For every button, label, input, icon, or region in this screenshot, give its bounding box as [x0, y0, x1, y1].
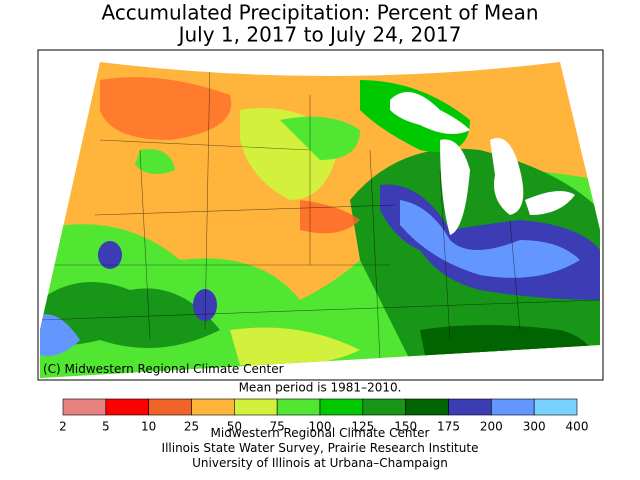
legend-swatch	[491, 398, 535, 416]
map: (C) Midwestern Regional Climate Center	[37, 49, 604, 381]
legend-tick-label: 2	[59, 420, 67, 434]
subtitle: July 1, 2017 to July 24, 2017	[177, 23, 462, 47]
legend-swatch	[148, 398, 192, 416]
legend-tick-label: 25	[184, 420, 199, 434]
precip-field	[40, 62, 600, 378]
legend-swatch	[319, 398, 364, 416]
legend-swatch	[191, 398, 235, 416]
legend-swatch	[362, 398, 406, 416]
legend-swatch	[533, 398, 578, 416]
map-credit: (C) Midwestern Regional Climate Center	[43, 362, 284, 376]
legend-tick-label: 100	[309, 420, 332, 434]
footer-line: Midwestern Regional Climate Center	[211, 426, 430, 440]
legend-swatch	[62, 398, 107, 416]
legend-swatch	[276, 398, 321, 416]
footer-line: University of Illinois at Urbana–Champai…	[192, 456, 448, 470]
legend: 2 5 10 25 50 75 100 125 150 175 200 300 400	[59, 398, 589, 434]
legend-tick-label: 10	[141, 420, 156, 434]
legend-tick-label: 125	[351, 420, 374, 434]
legend-swatch	[405, 398, 449, 416]
legend-tick-label: 5	[102, 420, 110, 434]
legend-tick-label: 400	[566, 420, 589, 434]
footer-line: Illinois State Water Survey, Prairie Res…	[162, 441, 479, 455]
legend-swatch	[234, 398, 278, 416]
legend-tick-label: 150	[394, 420, 417, 434]
note: Mean period is 1981–2010.	[239, 381, 402, 395]
legend-tick-label: 175	[437, 420, 460, 434]
legend-tick-label: 75	[270, 420, 285, 434]
legend-tick-label: 300	[523, 420, 546, 434]
legend-tick-label: 200	[480, 420, 503, 434]
legend-swatch	[105, 398, 149, 416]
legend-swatch	[448, 398, 492, 416]
legend-tick-label: 50	[227, 420, 242, 434]
title: Accumulated Precipitation: Percent of Me…	[101, 1, 538, 25]
